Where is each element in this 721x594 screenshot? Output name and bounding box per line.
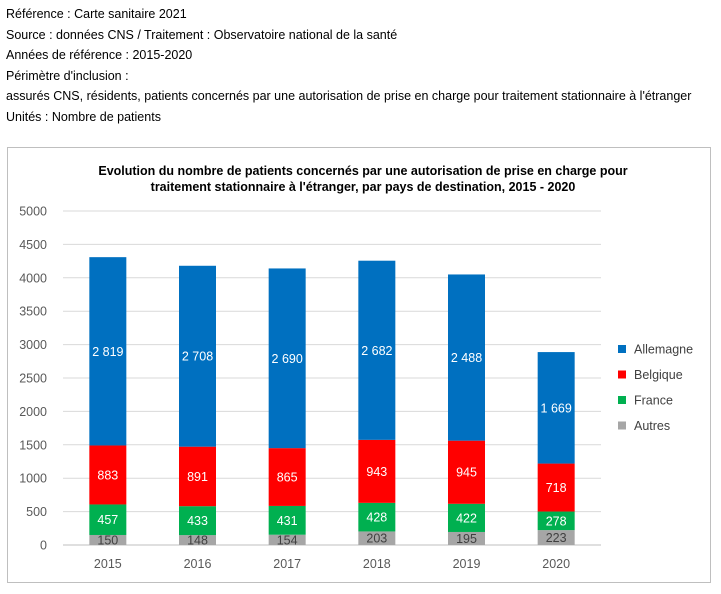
stacked-bar-chart: 0 500 1000 1500 2000 2500 3000 3500 4000 4500 5000… (19, 205, 693, 572)
data-label-allemagne: 2 708 (182, 350, 213, 364)
bar-segment-allemagne (268, 268, 306, 449)
bar-segment-belgique (358, 439, 396, 503)
bar-segment-belgique (537, 463, 575, 512)
bar-segment-autres (268, 534, 306, 545)
legend-swatch (618, 345, 626, 353)
y-tick-label: 2500 (19, 372, 47, 386)
data-label-autres: 203 (366, 532, 387, 546)
data-label-belgique: 883 (97, 468, 118, 482)
bar-segment-france (537, 511, 575, 531)
x-tick-label: 2015 (94, 557, 122, 571)
bar-segment-belgique (179, 446, 216, 507)
data-label-france: 433 (187, 514, 208, 528)
data-label-allemagne: 2 488 (451, 351, 482, 365)
legend-swatch (618, 396, 626, 404)
source-text: Source : données CNS / Traitement : Obse… (6, 27, 398, 42)
bar-segment-allemagne (448, 274, 485, 441)
y-tick-label: 2000 (19, 405, 47, 419)
y-tick-label: 1500 (19, 438, 47, 452)
y-tick-label: 4000 (19, 271, 47, 285)
legend-label: Belgique (634, 368, 683, 382)
bar-segment-belgique (89, 445, 127, 505)
data-label-allemagne: 2 819 (92, 345, 123, 359)
y-tick-label: 0 (40, 539, 47, 553)
y-tick-label: 3500 (19, 305, 47, 319)
bar-segment-allemagne (179, 265, 216, 447)
data-label-autres: 148 (187, 534, 208, 548)
chart-title-line-1: Evolution du nombre de patients concerné… (98, 164, 628, 178)
legend-label: Autres (634, 419, 670, 433)
y-tick-label: 3000 (19, 338, 47, 352)
data-label-autres: 195 (456, 532, 477, 546)
data-label-france: 428 (366, 511, 387, 525)
bar-segment-france (448, 503, 485, 532)
data-label-allemagne: 1 669 (541, 401, 572, 415)
legend-label: Allemagne (634, 343, 693, 357)
x-tick-label: 2020 (542, 557, 570, 571)
units-text: Unités : Nombre de patients (6, 109, 161, 124)
data-label-france: 457 (97, 513, 118, 527)
data-label-allemagne: 2 690 (272, 352, 303, 366)
bar-segment-france (358, 502, 396, 532)
x-axis-ticks: 2015 2016 2017 2018 2019 2020 (94, 557, 570, 571)
bar-segment-allemagne (89, 257, 127, 446)
y-tick-label: 4500 (19, 238, 47, 252)
legend-swatch (618, 370, 626, 379)
x-tick-label: 2016 (184, 557, 212, 571)
gridlines (63, 210, 601, 546)
bar-segment-france (179, 506, 216, 536)
x-tick-label: 2018 (363, 557, 391, 571)
data-label-allemagne: 2 682 (361, 344, 392, 358)
data-label-france: 422 (456, 511, 477, 525)
bar-segment-autres (537, 530, 575, 545)
bar-segment-france (268, 505, 306, 535)
bar-segment-autres (358, 531, 396, 545)
chart-title-line-2: traitement stationnaire à l'étranger, pa… (150, 180, 576, 194)
perimeter-value: assurés CNS, résidents, patients concern… (6, 89, 692, 103)
bar-segment-belgique (268, 448, 306, 506)
legend-item-allemagne: Allemagne (618, 343, 693, 357)
legend-item-france: France (618, 394, 673, 408)
x-tick-label: 2019 (453, 557, 481, 571)
report-metadata: Référence : Carte sanitaire 2021 Source … (6, 4, 716, 127)
data-label-france: 278 (546, 514, 567, 528)
legend-label: France (634, 394, 673, 408)
chart-title: Evolution du nombre de patients concerné… (8, 163, 718, 195)
data-label-autres: 150 (97, 533, 118, 547)
reference-years-text: Années de référence : 2015-2020 (6, 48, 193, 62)
bars (89, 257, 575, 545)
bar-segment-allemagne (537, 352, 575, 464)
chart-container: Evolution du nombre de patients concerné… (7, 147, 711, 583)
y-tick-label: 5000 (19, 205, 47, 219)
data-label-belgique: 865 (277, 471, 298, 485)
data-label-autres: 223 (546, 531, 567, 545)
bar-segment-allemagne (358, 260, 396, 440)
data-label-belgique: 945 (456, 466, 477, 480)
legend-item-belgique: Belgique (618, 368, 683, 382)
data-label-belgique: 718 (546, 481, 567, 495)
data-label-belgique: 891 (187, 470, 208, 484)
legend-swatch (618, 421, 626, 430)
y-tick-label: 500 (26, 505, 47, 519)
legend: Allemagne Belgique France Autres (618, 343, 693, 433)
data-labels: 150 457 883 2 819 148 433 891 2 708 154 431 865 2 6… (92, 344, 572, 548)
data-label-belgique: 943 (366, 465, 387, 479)
y-axis-ticks: 0 500 1000 1500 2000 2500 3000 3500 4000 4500 5000 (19, 205, 47, 553)
bar-segment-belgique (448, 440, 485, 504)
bar-segment-autres (448, 531, 485, 545)
bar-segment-autres (179, 535, 216, 545)
reference-text: Référence : Carte sanitaire 2021 (6, 7, 187, 21)
y-tick-label: 1000 (19, 472, 47, 486)
data-label-autres: 154 (277, 533, 298, 547)
data-label-france: 431 (277, 514, 298, 528)
legend-item-autres: Autres (618, 419, 670, 433)
x-tick-label: 2017 (273, 557, 301, 571)
bar-segment-france (89, 504, 127, 535)
bar-segment-autres (89, 534, 127, 545)
perimeter-label: Périmètre d'inclusion : (6, 68, 129, 83)
